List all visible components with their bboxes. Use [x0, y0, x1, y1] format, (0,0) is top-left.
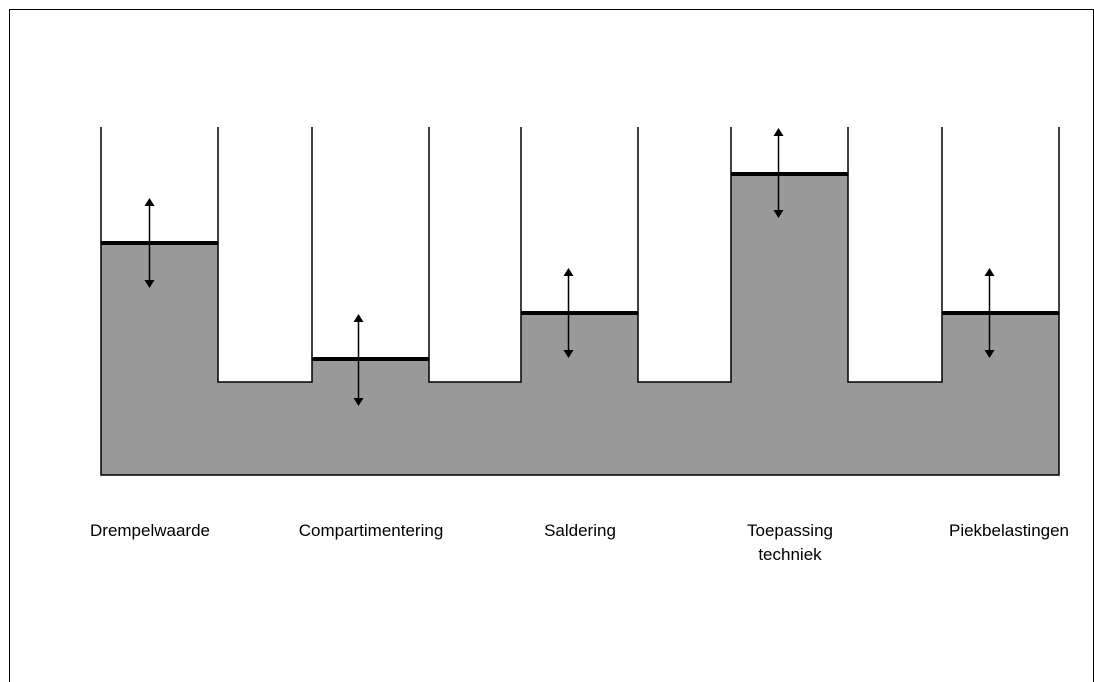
label-compartimentering: Compartimentering	[266, 519, 476, 543]
label-saldering-line1: Saldering	[544, 521, 616, 540]
label-piekbelastingen: Piekbelastingen	[921, 519, 1094, 543]
filled-basin	[100, 173, 1060, 476]
label-compartimentering-line1: Compartimentering	[298, 521, 444, 540]
label-drempelwaarde-line1: Drempelwaarde	[90, 521, 210, 540]
label-drempelwaarde: Drempelwaarde	[58, 519, 242, 543]
label-saldering: Saldering	[510, 519, 650, 543]
label-toepassing-techniek: Toepassing techniek	[720, 519, 860, 567]
label-toepassing-line2: techniek	[758, 545, 822, 564]
label-piekbelastingen-line1: Piekbelastingen	[948, 521, 1070, 540]
label-toepassing-line1: Toepassing	[746, 521, 833, 540]
